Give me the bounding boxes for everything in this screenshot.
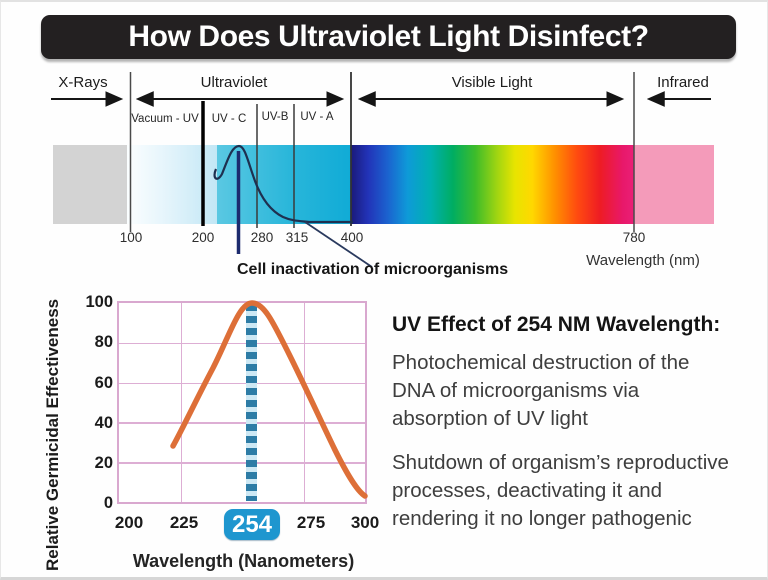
x-tick-275: 275 xyxy=(296,513,326,532)
page-title: How Does Ultraviolet Light Disinfect? xyxy=(128,20,649,53)
x-tick-254-badge: 254 xyxy=(224,509,280,540)
sub-band-uv-a: UV - A xyxy=(300,111,334,123)
x-tick-225: 225 xyxy=(169,513,199,532)
uv-effect-paragraph-2: Shutdown of organism’s reproductive proc… xyxy=(392,449,742,533)
y-tick-0: 0 xyxy=(103,494,113,512)
wavelength-tick-315: 315 xyxy=(285,230,309,245)
x-tick-200: 200 xyxy=(114,513,144,532)
sub-band-uv-b: UV-B xyxy=(261,111,289,123)
spectrum-segment-vacuum-uv xyxy=(127,145,217,224)
spectrum-segment-infrared xyxy=(634,145,714,224)
sub-band-uv-c: UV - C xyxy=(211,113,247,125)
paragraph-line: DNA of microorganisms via xyxy=(392,379,640,402)
cell-inactivation-annotation: Cell inactivation of microorganisms xyxy=(237,261,509,278)
y-tick-100: 100 xyxy=(85,293,113,311)
gridline-h-80 xyxy=(119,342,365,345)
y-tick-40: 40 xyxy=(94,414,113,432)
wavelength-tick-400: 400 xyxy=(340,230,364,245)
paragraph-line: Photochemical destruction of the xyxy=(392,351,690,374)
paragraph-line: absorption of UV light xyxy=(392,407,589,430)
band-label-infrared: Infrared xyxy=(657,74,709,91)
wavelength-tick-100: 100 xyxy=(119,230,143,245)
chart-y-axis-title: Relative Germicidal Effectiveness xyxy=(43,298,62,572)
wavelength-tick-780: 780 xyxy=(622,230,646,245)
spectrum-axis-label: Wavelength (nm) xyxy=(586,252,700,269)
uv-effect-heading: UV Effect of 254 NM Wavelength: xyxy=(392,313,721,336)
gridline-h-20 xyxy=(119,462,365,464)
y-tick-60: 60 xyxy=(94,374,113,392)
spectrum-segment-visible xyxy=(351,145,634,224)
x-tick-300: 300 xyxy=(350,513,380,532)
spectrum-segment-xray xyxy=(53,145,127,224)
band-label-ultraviolet: Ultraviolet xyxy=(200,74,268,91)
y-tick-20: 20 xyxy=(94,454,113,472)
band-label-xrays: X-Rays xyxy=(58,74,108,91)
chart-plot-area xyxy=(117,301,367,504)
peak-254-dashed-marker xyxy=(246,304,257,501)
paragraph-line: Shutdown of organism’s reproductive xyxy=(392,451,729,474)
paragraph-line: rendering it no longer pathogenic xyxy=(392,507,692,530)
gridline-v-225 xyxy=(180,303,183,502)
gridline-h-60 xyxy=(119,382,365,385)
spectrum-segment-uv xyxy=(217,145,351,224)
paragraph-line: processes, deactivating it and xyxy=(392,479,663,502)
y-tick-80: 80 xyxy=(94,333,113,351)
title-banner: How Does Ultraviolet Light Disinfect? xyxy=(41,15,736,59)
band-label-visible: Visible Light xyxy=(451,74,533,91)
chart-x-axis-title: Wavelength (Nanometers) xyxy=(132,551,355,571)
gridline-v-275 xyxy=(303,303,306,502)
gridline-h-40 xyxy=(119,422,365,424)
uv-effect-paragraph-1: Photochemical destruction of the DNA of … xyxy=(392,349,742,433)
wavelength-tick-280: 280 xyxy=(250,230,274,245)
wavelength-tick-200: 200 xyxy=(191,230,215,245)
sub-band-vacuum-uv: Vacuum - UV xyxy=(131,113,199,125)
